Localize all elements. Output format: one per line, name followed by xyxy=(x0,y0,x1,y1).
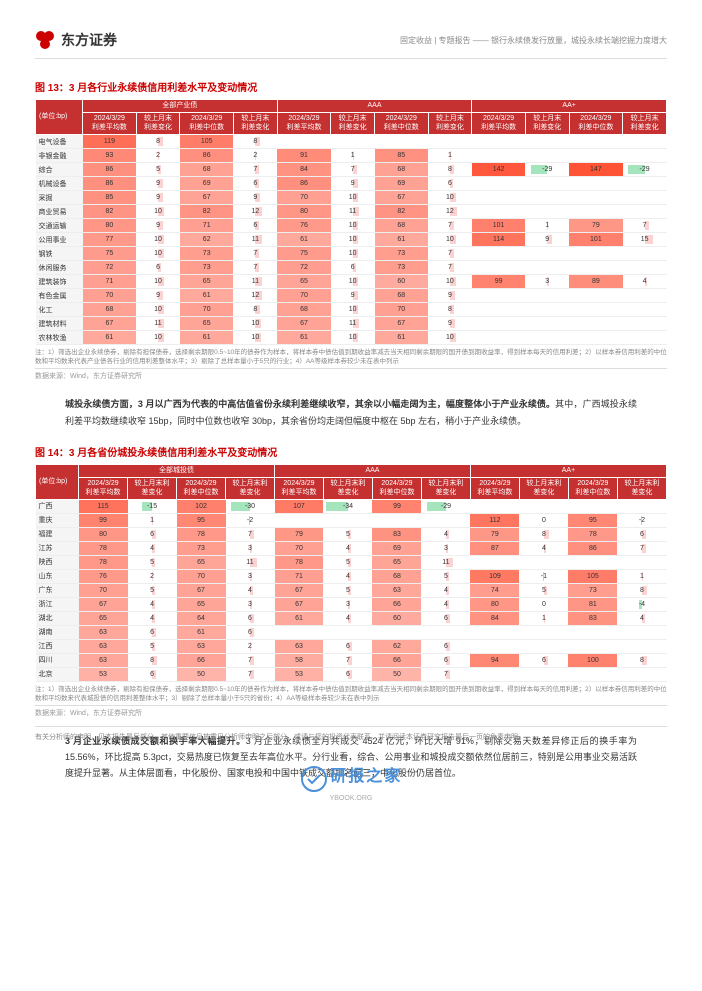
company-logo-icon xyxy=(35,30,55,50)
page-footer: 有关分析师的申明，见本报告最后部分。其他重要信息披露见分析师申明之后部分，或请与… xyxy=(35,726,667,802)
body-paragraph-1: 城投永续债方面，3 月以广西为代表的中高估值省份永续利差继续收窄，其余以小幅走阔… xyxy=(65,396,637,428)
fig13-note: 注：1）筛选出企业永续债券，剔除有担保债券，选择剩余期限0.5~10年的债券作为… xyxy=(35,348,667,366)
fig13-source: 数据来源：Wind，东方证券研究所 xyxy=(35,368,667,381)
fig14-table: (单位:bp)全部城投债AAAAA+2024/3/29利差平均数较上月末利差变化… xyxy=(35,464,667,682)
logo-area: 东方证券 xyxy=(35,30,117,50)
watermark-name: 研报之家 xyxy=(330,768,402,785)
company-name: 东方证券 xyxy=(61,30,117,50)
page-header: 东方证券 固定收益 | 专题报告 —— 银行永续债发行放量，城投永续长端挖掘力度… xyxy=(35,30,667,59)
fig13-table: (单位:bp)全部产业债AAAAA+2024/3/29利差平均数较上月末利差变化… xyxy=(35,99,667,345)
watermark: 研报之家 YBOOK.ORG xyxy=(35,762,667,802)
fig14-source: 数据来源：Wind，东方证券研究所 xyxy=(35,705,667,718)
header-subtitle: 固定收益 | 专题报告 —— 银行永续债发行放量，城投永续长端挖掘力度增大 xyxy=(400,35,667,46)
watermark-icon xyxy=(300,765,328,793)
fig13-title: 图 13：3 月各行业永续债信用利差水平及变动情况 xyxy=(35,79,667,94)
fig14-title: 图 14：3 月各省份城投永续债信用利差水平及变动情况 xyxy=(35,444,667,459)
watermark-url: YBOOK.ORG xyxy=(35,795,667,802)
footer-disclaimer: 有关分析师的申明，见本报告最后部分。其他重要信息披露见分析师申明之后部分，或请与… xyxy=(35,726,667,742)
fig14-note: 注：1）筛选出企业永续债券，剔除有担保债券，选择剩余期限0.5~10年的债券作为… xyxy=(35,685,667,703)
